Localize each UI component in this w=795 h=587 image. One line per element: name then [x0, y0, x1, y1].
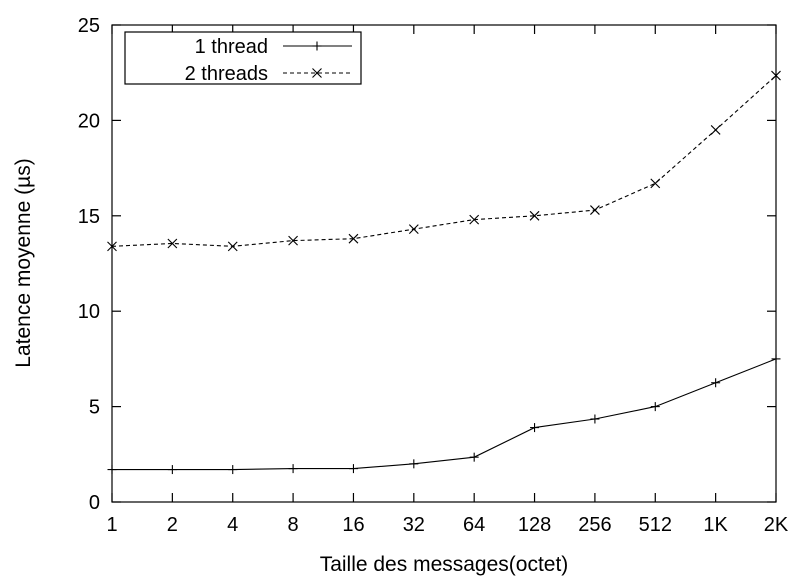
- data-point-series-2: [227, 241, 238, 252]
- x-tick-label: 8: [288, 514, 299, 536]
- legend-marker-1: [312, 41, 322, 51]
- y-tick-label: 0: [89, 492, 100, 514]
- x-tick-label: 2: [167, 514, 178, 536]
- data-point-series-1: [167, 465, 177, 475]
- marker-stroke: [167, 238, 178, 249]
- x-tick-label: 32: [403, 514, 425, 536]
- marker-stroke: [288, 235, 298, 246]
- legend: 1 thread 2 threads: [124, 31, 362, 85]
- data-point-series-1: [228, 465, 238, 475]
- series-line-1: [112, 358, 777, 471]
- ticks-layer: 0 5 10 15 20 25 1 2 4 8 16 32 64 128 256 512 1K 2K: [78, 15, 789, 536]
- y-tick-label: 5: [89, 397, 100, 419]
- data-point-series-1: [409, 459, 419, 469]
- marker-stroke: [710, 125, 721, 135]
- marker-stroke: [650, 178, 661, 189]
- x-tick-label: 128: [518, 514, 551, 536]
- marker-stroke: [312, 68, 322, 78]
- y-tick-label: 25: [78, 15, 100, 37]
- data-point-series-2: [529, 210, 540, 221]
- data-point-series-1: [590, 414, 600, 424]
- data-point-series-1: [469, 452, 479, 462]
- marker-stroke: [348, 233, 359, 244]
- data-point-series-2: [167, 238, 178, 249]
- data-point-series-2: [650, 178, 661, 189]
- data-point-series-1: [771, 354, 781, 364]
- x-tick-label: 512: [639, 514, 672, 536]
- legend-samples: [283, 41, 352, 78]
- data-point-series-2: [107, 241, 117, 252]
- legend-box: [124, 31, 362, 85]
- x-tick-label: 4: [227, 514, 238, 536]
- data-point-series-1: [348, 464, 358, 474]
- marker-stroke: [771, 70, 781, 81]
- data-point-series-1: [288, 464, 298, 474]
- y-tick-label: 10: [78, 301, 100, 323]
- marker-stroke: [408, 224, 419, 235]
- y-axis-title: Latence moyenne (µs): [12, 158, 35, 367]
- data-point-series-2: [590, 205, 600, 215]
- x-tick-label: 64: [463, 514, 485, 536]
- marker-stroke: [590, 205, 600, 215]
- data-point-series-2: [288, 235, 298, 246]
- data-point-series-2: [469, 214, 480, 225]
- data-point-series-1: [530, 423, 540, 433]
- marker-stroke: [107, 241, 117, 252]
- plot-frame: [111, 24, 777, 503]
- x-tick-label: 1K: [703, 514, 728, 536]
- y-tick-label: 15: [78, 206, 100, 228]
- data-point-series-2: [710, 125, 721, 135]
- legend-label-1-thread: 1 thread: [195, 36, 268, 58]
- marker-stroke: [227, 241, 238, 252]
- series-line-2: [111, 75, 777, 247]
- x-tick-label: 256: [578, 514, 611, 536]
- data-point-series-1: [650, 402, 660, 412]
- y-tick-label: 20: [78, 110, 100, 132]
- data-point-series-1: [107, 465, 117, 475]
- x-tick-label: 1: [106, 514, 117, 536]
- marker-stroke: [469, 214, 480, 225]
- x-tick-label: 2K: [764, 514, 789, 536]
- legend-marker-2: [312, 68, 322, 78]
- series-layer: [107, 70, 781, 475]
- x-axis-title: Taille des messages(octet): [320, 553, 569, 576]
- data-point-series-1: [711, 378, 721, 388]
- x-tick-label: 16: [342, 514, 364, 536]
- marker-stroke: [529, 210, 540, 221]
- legend-label-2-threads: 2 threads: [185, 63, 268, 85]
- data-point-series-2: [348, 233, 359, 244]
- data-point-series-2: [771, 70, 781, 81]
- data-point-series-2: [408, 224, 419, 235]
